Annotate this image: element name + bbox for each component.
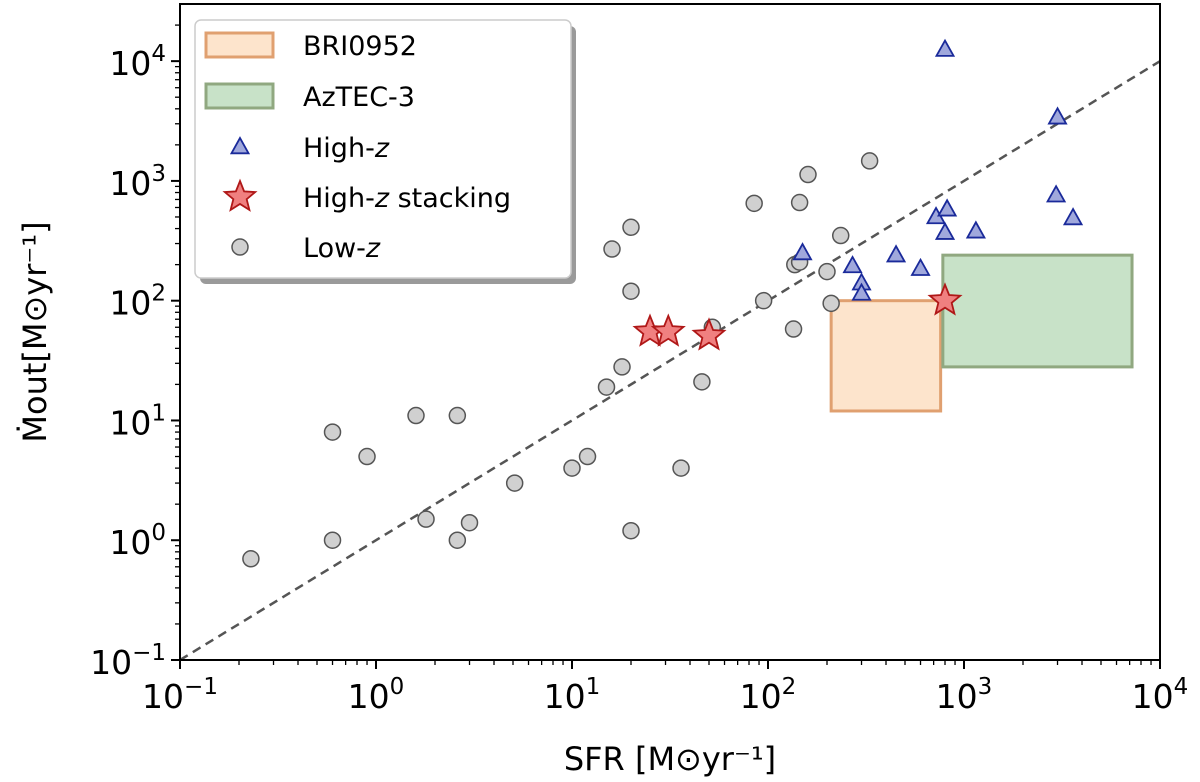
low-z-point [603,240,621,258]
low-z-point [448,531,467,549]
low-z-point [407,406,425,425]
x-tick-label: 103 [936,674,993,716]
high-z-point [1046,184,1067,203]
x-axis-title: SFR [M⊙yr⁻¹] [564,740,776,778]
high-z-point [937,198,958,217]
y-tick-label: 100 [109,520,166,562]
low-z-point [578,447,597,466]
high-z-point [934,38,956,57]
high-z-point [885,244,907,263]
x-tick-label: 101 [544,674,601,716]
x-tick-label: 10−1 [142,674,218,716]
legend-label-high-z-stacking: High-z stacking [303,183,511,214]
y-axis-title: Ṁout[M⊙yr⁻¹] [16,221,54,442]
regions-layer [829,253,1134,413]
high-z-stacking-point [927,282,963,316]
region-bri0952 [829,299,943,413]
high-z-point [842,255,863,274]
plot-frame [179,3,1161,661]
one-to-one-reference-line [179,60,1161,662]
x-tick-label: 100 [348,674,405,716]
legend-entries: BRI0952 AzTEC-3 High-z High-z stacking Low-z [204,31,511,264]
y-tick-label: 104 [109,41,166,83]
legend-swatch-aztec-3 [204,82,275,110]
high-z-point [965,220,986,239]
legend: BRI0952 AzTEC-3 High-z High-z stacking Low-z [194,19,576,284]
low-z-point [860,152,879,170]
low-z-point [745,194,763,213]
low-z-point [622,218,640,237]
legend-marker-high-z-stacking [222,178,258,212]
points-layer [242,38,1084,568]
low-z-point [448,406,467,425]
low-z-point [242,550,260,568]
legend-label-bri0952: BRI0952 [303,31,417,62]
low-z-point [358,447,376,466]
legend-swatch-bri0952 [204,31,275,59]
high-z-stacking-point [691,317,727,351]
high-z-point [1062,207,1084,226]
high-z-point [1047,106,1068,125]
low-z-point [563,459,581,477]
low-z-point [505,474,524,492]
high-z-point [792,242,813,261]
legend-box [194,19,572,279]
high-z-point [934,221,956,240]
region-aztec-3 [941,253,1134,369]
low-z-point [754,291,773,310]
low-z-point [672,459,690,477]
low-z-point [831,226,850,245]
low-z-point [784,320,803,338]
x-tick-label: 104 [1132,674,1189,716]
low-z-point [417,510,435,528]
low-z-point [693,373,711,391]
legend-label-low-z: Low-z [303,233,381,264]
low-z-point [460,513,479,532]
low-z-point [613,358,631,376]
y-tick-label: 102 [109,281,166,323]
low-z-point [822,294,840,313]
low-z-point [622,521,640,540]
legend-label-high-z: High-z [303,133,390,164]
high-z-point [910,257,931,276]
high-z-point [851,282,872,301]
legend-marker-high-z [229,136,251,155]
x-tick-label: 102 [740,674,797,716]
low-z-point [799,165,817,184]
y-tick-label: 103 [109,161,166,203]
low-z-point [818,262,836,281]
legend-marker-low-z [231,238,249,256]
high-z-stacking-point [650,313,686,347]
low-z-point [790,193,809,212]
low-z-point [622,282,640,300]
y-tick-label: 101 [109,400,166,442]
y-tick-label: 10−1 [90,640,166,682]
low-z-point [597,378,616,396]
legend-label-aztec-3: AzTEC-3 [303,82,415,113]
low-z-point [323,531,342,549]
axes-layer: 10−1 100 101 102 103 104 10−1 100 101 102 103 104 [90,24,1189,716]
low-z-point [323,423,342,441]
